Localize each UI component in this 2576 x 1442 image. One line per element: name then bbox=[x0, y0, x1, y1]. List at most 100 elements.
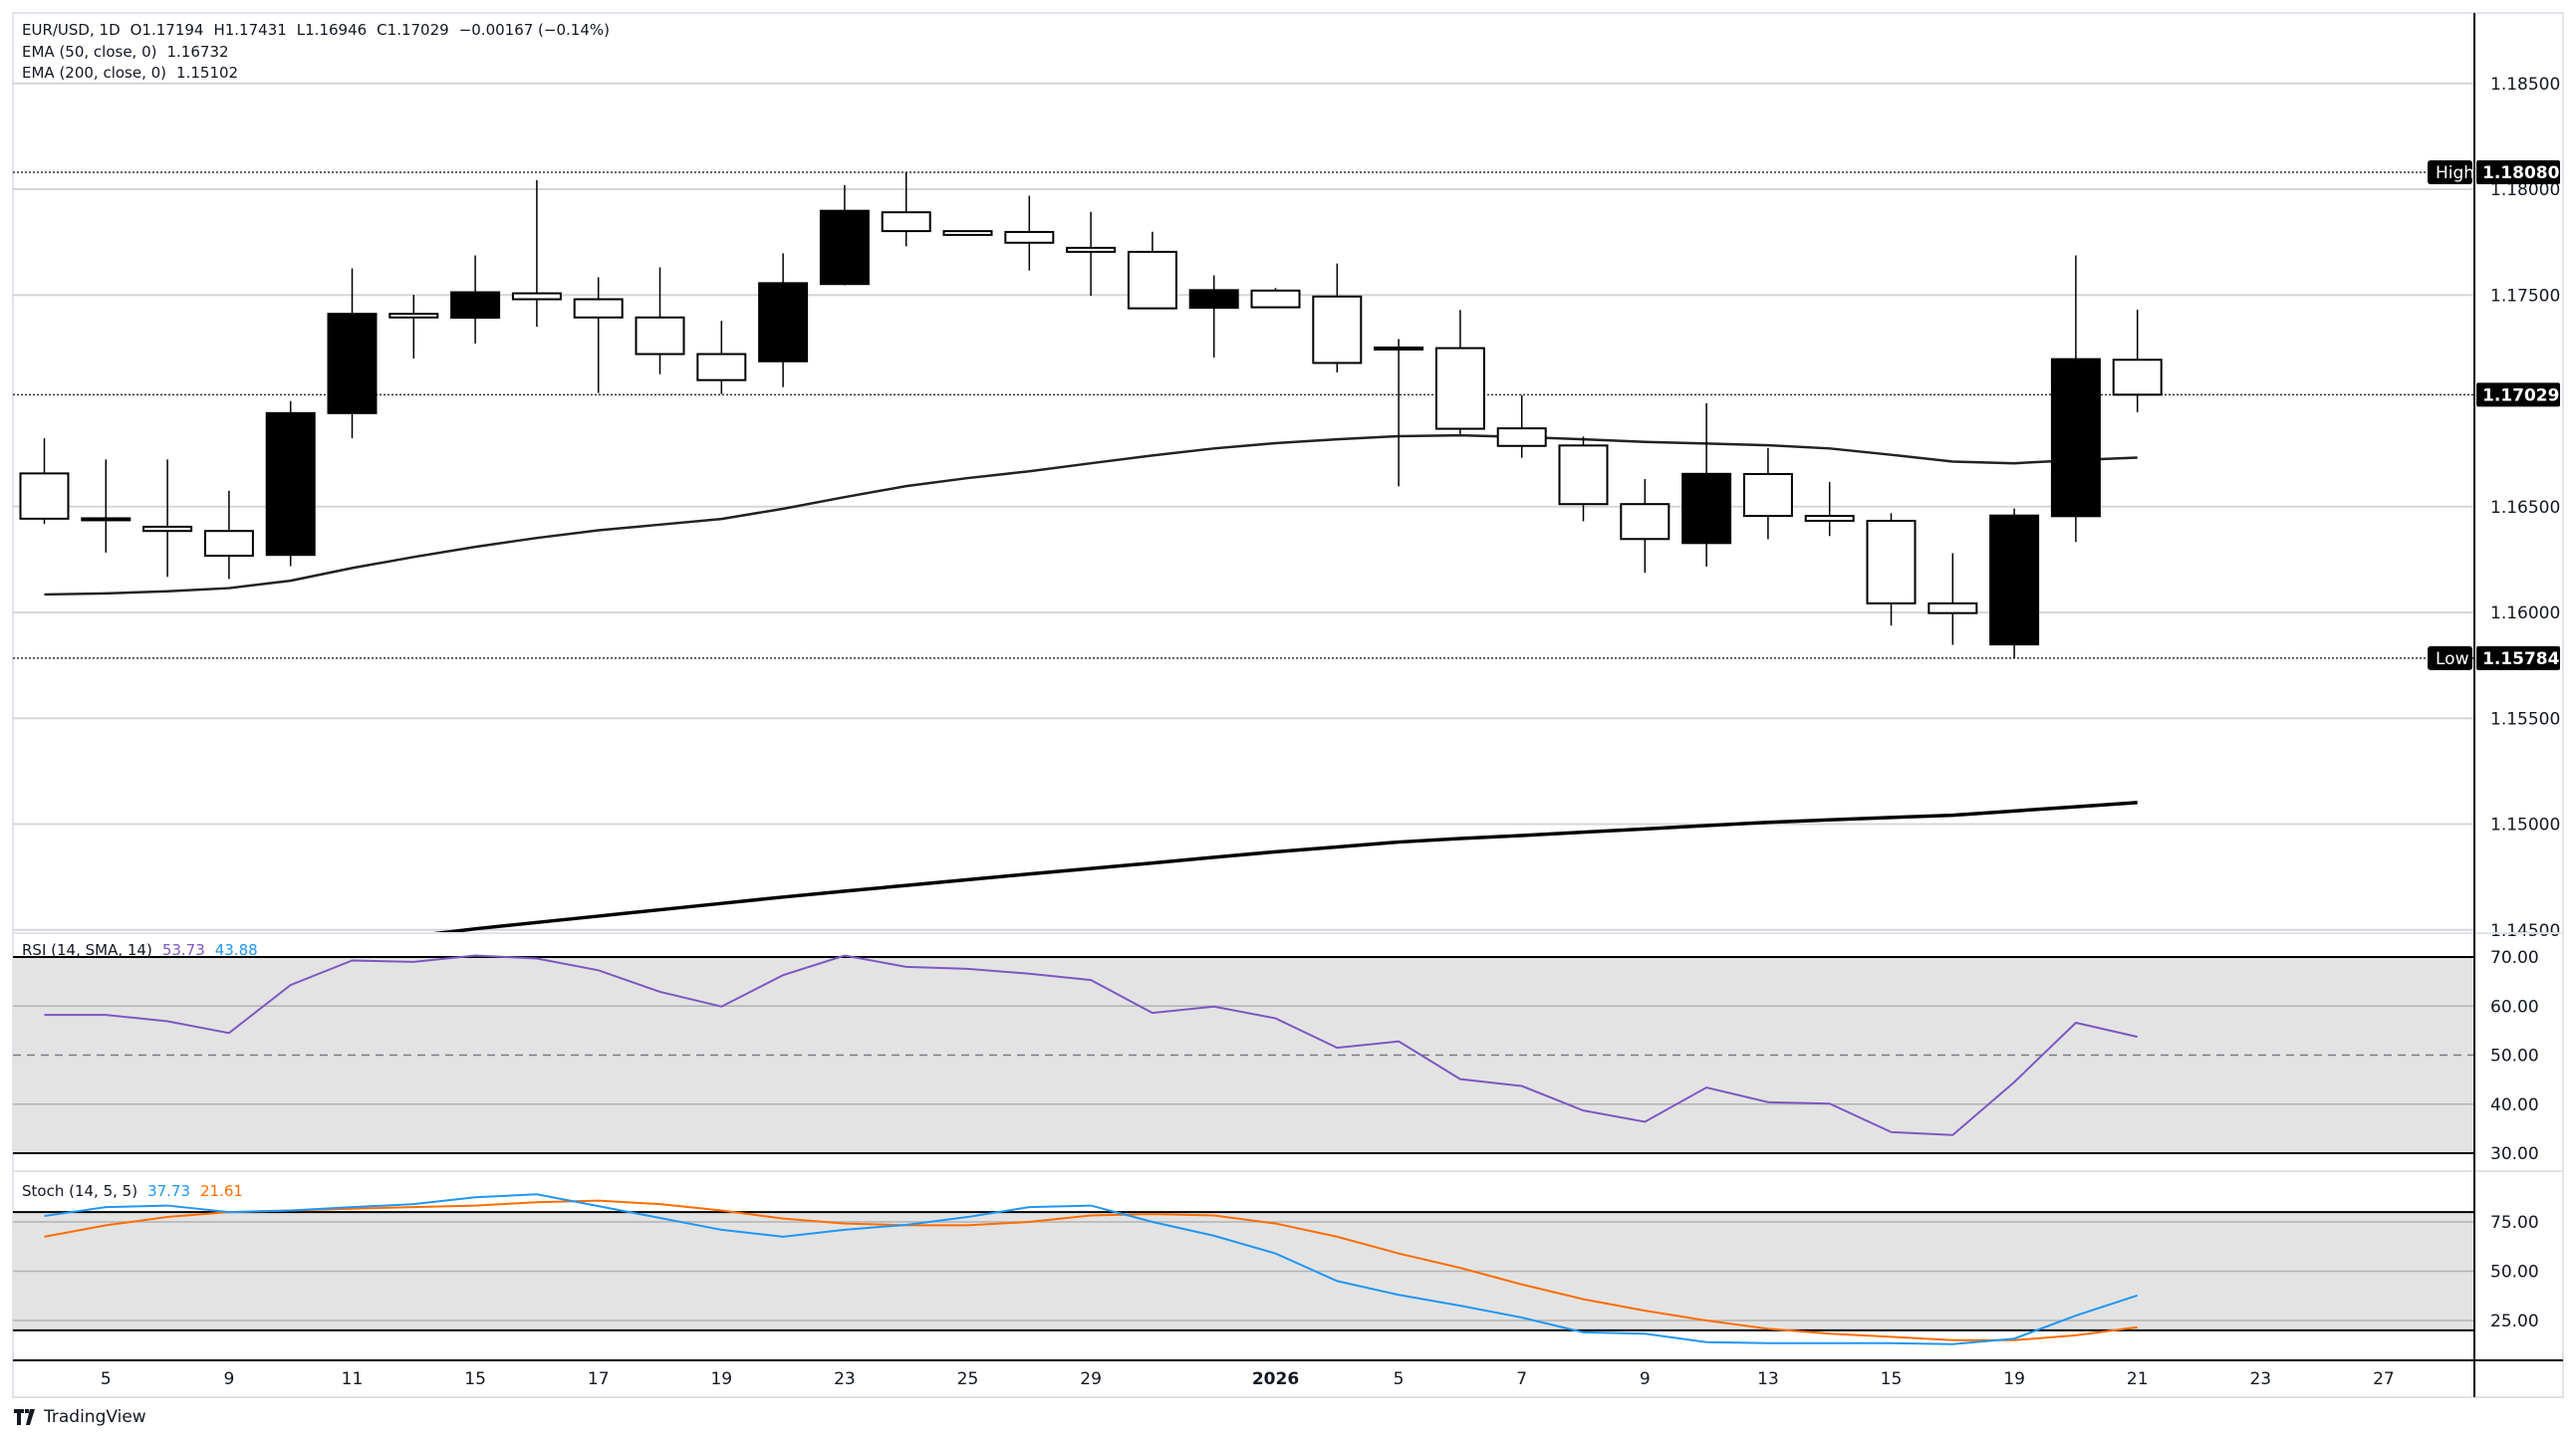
candle-body-down bbox=[696, 353, 747, 381]
candle-body-up bbox=[819, 209, 870, 286]
candle[interactable] bbox=[1928, 553, 1978, 645]
candle-body-down bbox=[1496, 427, 1547, 447]
candle-body-down bbox=[1127, 250, 1177, 310]
stoch-d-line bbox=[44, 1199, 2138, 1341]
ema200-legend[interactable]: EMA (200, close, 0) 1.15102 bbox=[22, 64, 248, 82]
candle[interactable] bbox=[142, 459, 193, 578]
ema50-legend[interactable]: EMA (50, close, 0) 1.16732 bbox=[22, 43, 239, 61]
candle-body-down bbox=[635, 316, 685, 356]
candle[interactable] bbox=[573, 277, 624, 393]
ema200-label: EMA (200, close, 0) bbox=[22, 64, 167, 82]
candle[interactable] bbox=[1188, 275, 1239, 358]
candle[interactable] bbox=[1989, 508, 2040, 658]
price-pane[interactable] bbox=[13, 171, 2474, 977]
candle-body-down bbox=[881, 211, 931, 233]
candle-body-down bbox=[1312, 295, 1363, 364]
stoch-tick-label: 75.00 bbox=[2490, 1213, 2539, 1233]
candle[interactable] bbox=[81, 459, 131, 553]
ohlc-open: O1.17194 bbox=[129, 21, 204, 39]
candle[interactable] bbox=[1866, 513, 1917, 626]
time-tick-label: 11 bbox=[342, 1369, 364, 1389]
stoch-label: Stoch (14, 5, 5) bbox=[22, 1182, 138, 1200]
ema50-line bbox=[44, 433, 2138, 597]
symbol-interval[interactable]: EUR/USD, 1D bbox=[22, 21, 121, 39]
candle[interactable] bbox=[1374, 339, 1424, 487]
high-marker-label: High bbox=[2436, 163, 2474, 183]
rsi-line bbox=[44, 954, 2138, 1136]
stoch-k-value: 37.73 bbox=[147, 1182, 191, 1200]
candle[interactable] bbox=[1742, 447, 1793, 540]
candle[interactable] bbox=[758, 253, 809, 387]
candle[interactable] bbox=[942, 230, 993, 236]
candle[interactable] bbox=[2050, 255, 2101, 543]
candle[interactable] bbox=[696, 321, 747, 394]
candle[interactable] bbox=[1681, 403, 1732, 567]
ema200-value: 1.15102 bbox=[176, 64, 239, 82]
candle[interactable] bbox=[203, 490, 254, 580]
candle[interactable] bbox=[1127, 231, 1177, 310]
candle-body-down bbox=[81, 517, 131, 522]
rsi-label: RSI (14, SMA, 14) bbox=[22, 941, 152, 959]
chart-frame bbox=[12, 12, 2564, 1398]
candle[interactable] bbox=[1312, 263, 1363, 373]
ema50-value: 1.16732 bbox=[166, 43, 229, 61]
candle[interactable] bbox=[19, 438, 70, 525]
low-marker-price: 1.15784 bbox=[2482, 649, 2560, 669]
candle-body-down bbox=[1004, 230, 1055, 244]
rsi-sma-value: 43.88 bbox=[214, 941, 258, 959]
candle-body-down bbox=[1374, 346, 1424, 351]
candle[interactable] bbox=[2112, 309, 2163, 412]
time-tick-label: 2026 bbox=[1252, 1369, 1299, 1389]
high-marker-price: 1.18080 bbox=[2482, 163, 2560, 183]
candle[interactable] bbox=[1004, 195, 1055, 271]
rsi-pane[interactable] bbox=[13, 954, 2474, 1154]
candle-body-down bbox=[942, 230, 993, 236]
time-tick-label: 13 bbox=[1757, 1369, 1779, 1389]
time-tick-label: 5 bbox=[1394, 1369, 1405, 1389]
candle[interactable] bbox=[1804, 481, 1855, 537]
candle[interactable] bbox=[327, 268, 378, 439]
candle[interactable] bbox=[388, 295, 439, 359]
ohlc-change: −0.00167 (−0.14%) bbox=[458, 21, 610, 39]
candle-body-up bbox=[1188, 289, 1239, 309]
candle-body-down bbox=[142, 525, 193, 533]
rsi-legend[interactable]: RSI (14, SMA, 14) 53.73 43.88 bbox=[22, 941, 268, 959]
candle[interactable] bbox=[1496, 394, 1547, 458]
stoch-tick-label: 50.00 bbox=[2490, 1263, 2539, 1283]
candle[interactable] bbox=[265, 400, 316, 567]
low-marker-price-bg bbox=[2476, 645, 2560, 670]
candle[interactable] bbox=[819, 184, 870, 286]
price-tick-label: 1.15500 bbox=[2490, 709, 2560, 729]
logo-text: TradingView bbox=[44, 1407, 146, 1427]
last-price-marker-price: 1.17029 bbox=[2482, 385, 2559, 405]
tradingview-icon bbox=[14, 1409, 35, 1425]
candle-body-down bbox=[1866, 519, 1917, 604]
candle[interactable] bbox=[1434, 310, 1485, 434]
time-tick-label: 7 bbox=[1516, 1369, 1527, 1389]
ohlc-close: C1.17029 bbox=[377, 21, 449, 39]
stoch-legend[interactable]: Stoch (14, 5, 5) 37.73 21.61 bbox=[22, 1182, 253, 1200]
stoch-d-value: 21.61 bbox=[200, 1182, 243, 1200]
candle-body-down bbox=[1250, 289, 1301, 309]
candle[interactable] bbox=[881, 172, 931, 247]
candle-body-down bbox=[573, 298, 624, 319]
ema200-line bbox=[432, 801, 2138, 932]
candle[interactable] bbox=[635, 267, 685, 374]
price-tick-label: 1.16000 bbox=[2490, 603, 2560, 623]
price-gridlines bbox=[13, 82, 2474, 931]
candle[interactable] bbox=[1066, 211, 1117, 297]
candle[interactable] bbox=[1250, 288, 1301, 309]
axes: 1.18500 1.18000 1.17500 1.16500 1.16000 1.155… bbox=[13, 13, 2563, 1397]
stoch-pane[interactable] bbox=[13, 1193, 2474, 1345]
time-tick-label: 19 bbox=[710, 1369, 732, 1389]
price-tick-label: 1.15000 bbox=[2490, 816, 2560, 836]
tradingview-logo[interactable]: TradingView bbox=[14, 1407, 146, 1427]
candle[interactable] bbox=[1558, 436, 1609, 522]
candle-body-down bbox=[1742, 473, 1793, 518]
candle-body-down bbox=[2112, 359, 2163, 396]
candle[interactable] bbox=[511, 179, 562, 328]
candle[interactable] bbox=[450, 255, 501, 344]
rsi-tick-label: 40.00 bbox=[2490, 1095, 2539, 1115]
candle[interactable] bbox=[1620, 479, 1671, 574]
